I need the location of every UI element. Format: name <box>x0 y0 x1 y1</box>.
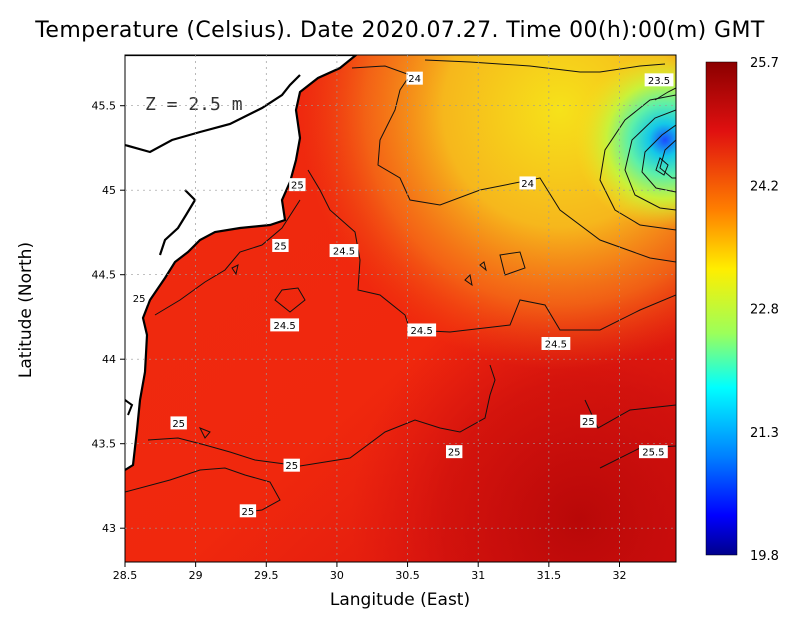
contour-label-box <box>638 445 668 459</box>
x-tick-label: 28.5 <box>113 569 138 582</box>
chart-title: Temperature (Celsius). Date 2020.07.27. … <box>35 18 765 43</box>
x-tick-label: 32 <box>612 569 626 582</box>
contour-label: 23.5 <box>648 76 670 87</box>
x-tick-label: 29 <box>189 569 203 582</box>
contour-label: 25 <box>285 461 298 472</box>
colorbar-tick-label: 19.8 <box>750 549 779 564</box>
y-tick-label: 44.5 <box>92 269 117 282</box>
y-tick-label: 45 <box>102 184 116 197</box>
x-axis-ticks: 28.5 29 29.5 30 30.5 31 31.5 32 <box>113 562 626 582</box>
contour-label: 25 <box>133 294 146 305</box>
contour-label: 25 <box>582 417 595 428</box>
contour-label-box <box>283 458 300 472</box>
contour-label: 25 <box>291 181 304 192</box>
contour-label-box <box>239 504 257 518</box>
y-tick-label: 43 <box>102 522 116 535</box>
colorbar: 25.7 24.2 22.8 21.3 19.8 <box>705 56 779 564</box>
contour-label: 24 <box>521 179 534 190</box>
contour-label-box <box>170 416 187 430</box>
contour-label: 25 <box>242 507 255 518</box>
contour-label-box <box>541 336 571 350</box>
contour-label: 25 <box>448 448 461 459</box>
contour-label-box <box>406 71 423 85</box>
y-axis-ticks: 43 43.5 44 44.5 45 45.5 <box>92 100 125 535</box>
contour-label-box <box>445 445 463 459</box>
contour-label: 24 <box>408 74 421 85</box>
y-tick-label: 45.5 <box>92 100 117 113</box>
colorbar-tick-label: 24.2 <box>750 179 779 194</box>
colorbar-tick-label: 21.3 <box>750 426 779 441</box>
gridlines <box>125 55 676 562</box>
contour-label-box <box>289 178 306 192</box>
x-tick-label: 30.5 <box>395 569 420 582</box>
contour-label-box <box>407 323 437 337</box>
contour-label-box <box>519 176 536 190</box>
contour-label-box <box>272 238 289 252</box>
colorbar-tick-label: 22.8 <box>750 303 779 318</box>
contour-label: 24.5 <box>274 321 296 332</box>
contour-label-box <box>270 318 300 332</box>
contour-label: 24.5 <box>333 247 355 258</box>
contour-label: 25 <box>274 241 287 252</box>
contour-label-box <box>644 73 674 87</box>
contour-label-group: 24 23.5 24 25 24.5 25 25 24.5 24.5 24.5 25 25 25.5 25… <box>130 71 674 518</box>
land-mask <box>125 55 358 471</box>
y-tick-label: 44 <box>102 353 116 366</box>
contour-label-box <box>580 414 597 428</box>
colorbar-tick-label: 25.7 <box>750 56 779 71</box>
x-tick-label: 29.5 <box>254 569 279 582</box>
colorbar-ticks: 25.7 24.2 22.8 21.3 19.8 <box>750 56 779 564</box>
y-tick-label: 43.5 <box>92 438 117 451</box>
plot-frame <box>124 54 677 563</box>
depth-label: Z = 2.5 m <box>145 94 243 115</box>
x-tick-label: 30 <box>330 569 344 582</box>
x-axis-label: Langitude (East) <box>329 590 471 610</box>
colorbar-gradient <box>705 61 738 556</box>
contour-label: 25 <box>172 419 185 430</box>
contour-label: 24.5 <box>411 326 433 337</box>
isotherm-lines <box>125 59 676 513</box>
contour-label: 24.5 <box>545 339 567 350</box>
contour-label: 25.5 <box>642 448 664 459</box>
x-tick-label: 31.5 <box>537 569 562 582</box>
x-tick-label: 31 <box>471 569 485 582</box>
contour-label-box <box>130 291 148 305</box>
